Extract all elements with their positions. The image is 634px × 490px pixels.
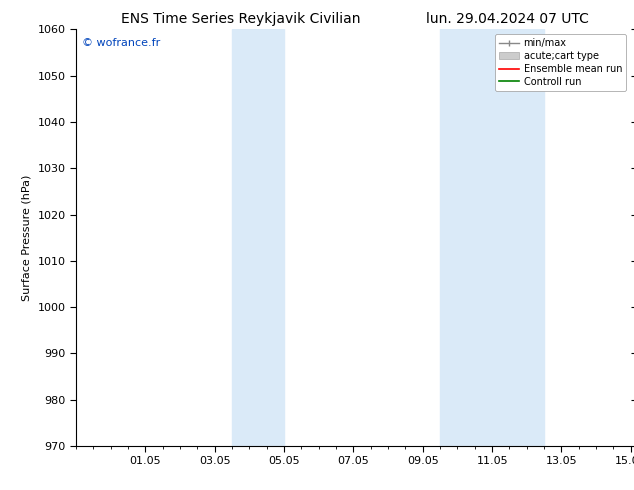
Text: ENS Time Series Reykjavik Civilian: ENS Time Series Reykjavik Civilian: [121, 12, 361, 26]
Bar: [440, 29, 544, 446]
Bar: [232, 29, 284, 446]
Text: © wofrance.fr: © wofrance.fr: [82, 38, 160, 48]
Legend: min/max, acute;cart type, Ensemble mean run, Controll run: min/max, acute;cart type, Ensemble mean …: [495, 34, 626, 91]
Y-axis label: Surface Pressure (hPa): Surface Pressure (hPa): [22, 174, 32, 301]
Text: lun. 29.04.2024 07 UTC: lun. 29.04.2024 07 UTC: [426, 12, 588, 26]
